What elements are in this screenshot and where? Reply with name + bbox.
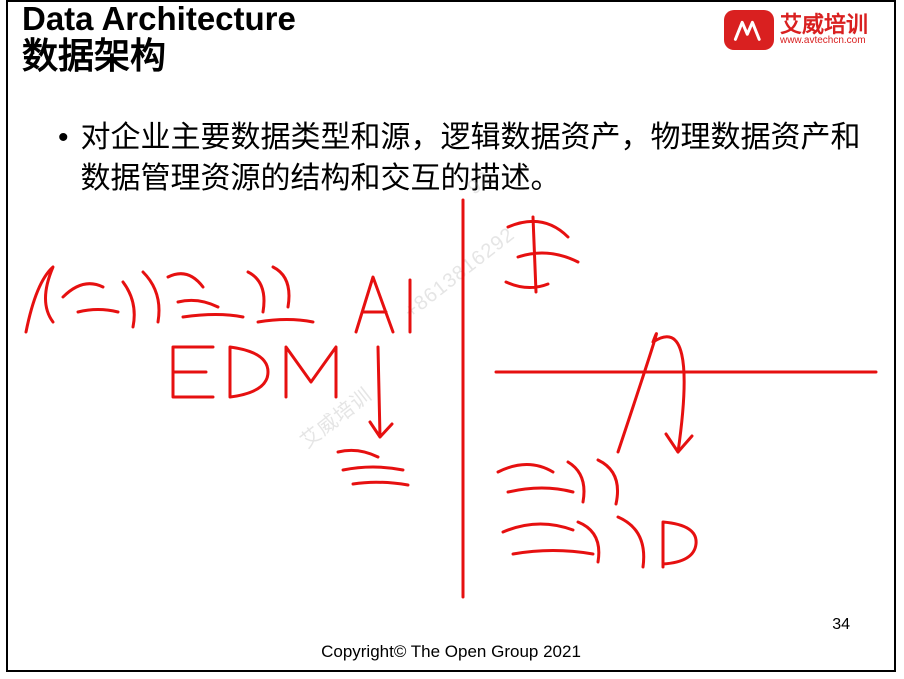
title-block: Data Architecture 数据架构: [22, 2, 296, 74]
logo-text-url: www.avtechcn.com: [780, 36, 868, 46]
bullet-paragraph: • 对企业主要数据类型和源，逻辑数据资产，物理数据资产和数据管理资源的结构和交互…: [58, 118, 868, 199]
watermark-2: +8613816292: [400, 223, 520, 324]
handwriting-annotation-layer: [8, 2, 894, 670]
logo-text-chinese: 艾威培训: [780, 14, 868, 36]
slide-frame: Data Architecture 数据架构 艾威培训 www.avtechcn…: [6, 0, 896, 672]
watermark-1: 艾威培训: [293, 379, 377, 454]
title-chinese: 数据架构: [22, 37, 296, 75]
copyright-text: Copyright© The Open Group 2021: [321, 642, 581, 662]
annotation-svg: [8, 2, 898, 674]
bullet-marker: •: [58, 118, 69, 199]
logo-text-wrap: 艾威培训 www.avtechcn.com: [780, 14, 868, 46]
page-number: 34: [832, 616, 850, 634]
title-english: Data Architecture: [22, 2, 296, 37]
logo-badge: [724, 10, 774, 50]
avtech-icon: [732, 17, 766, 43]
brand-logo: 艾威培训 www.avtechcn.com: [724, 10, 868, 50]
